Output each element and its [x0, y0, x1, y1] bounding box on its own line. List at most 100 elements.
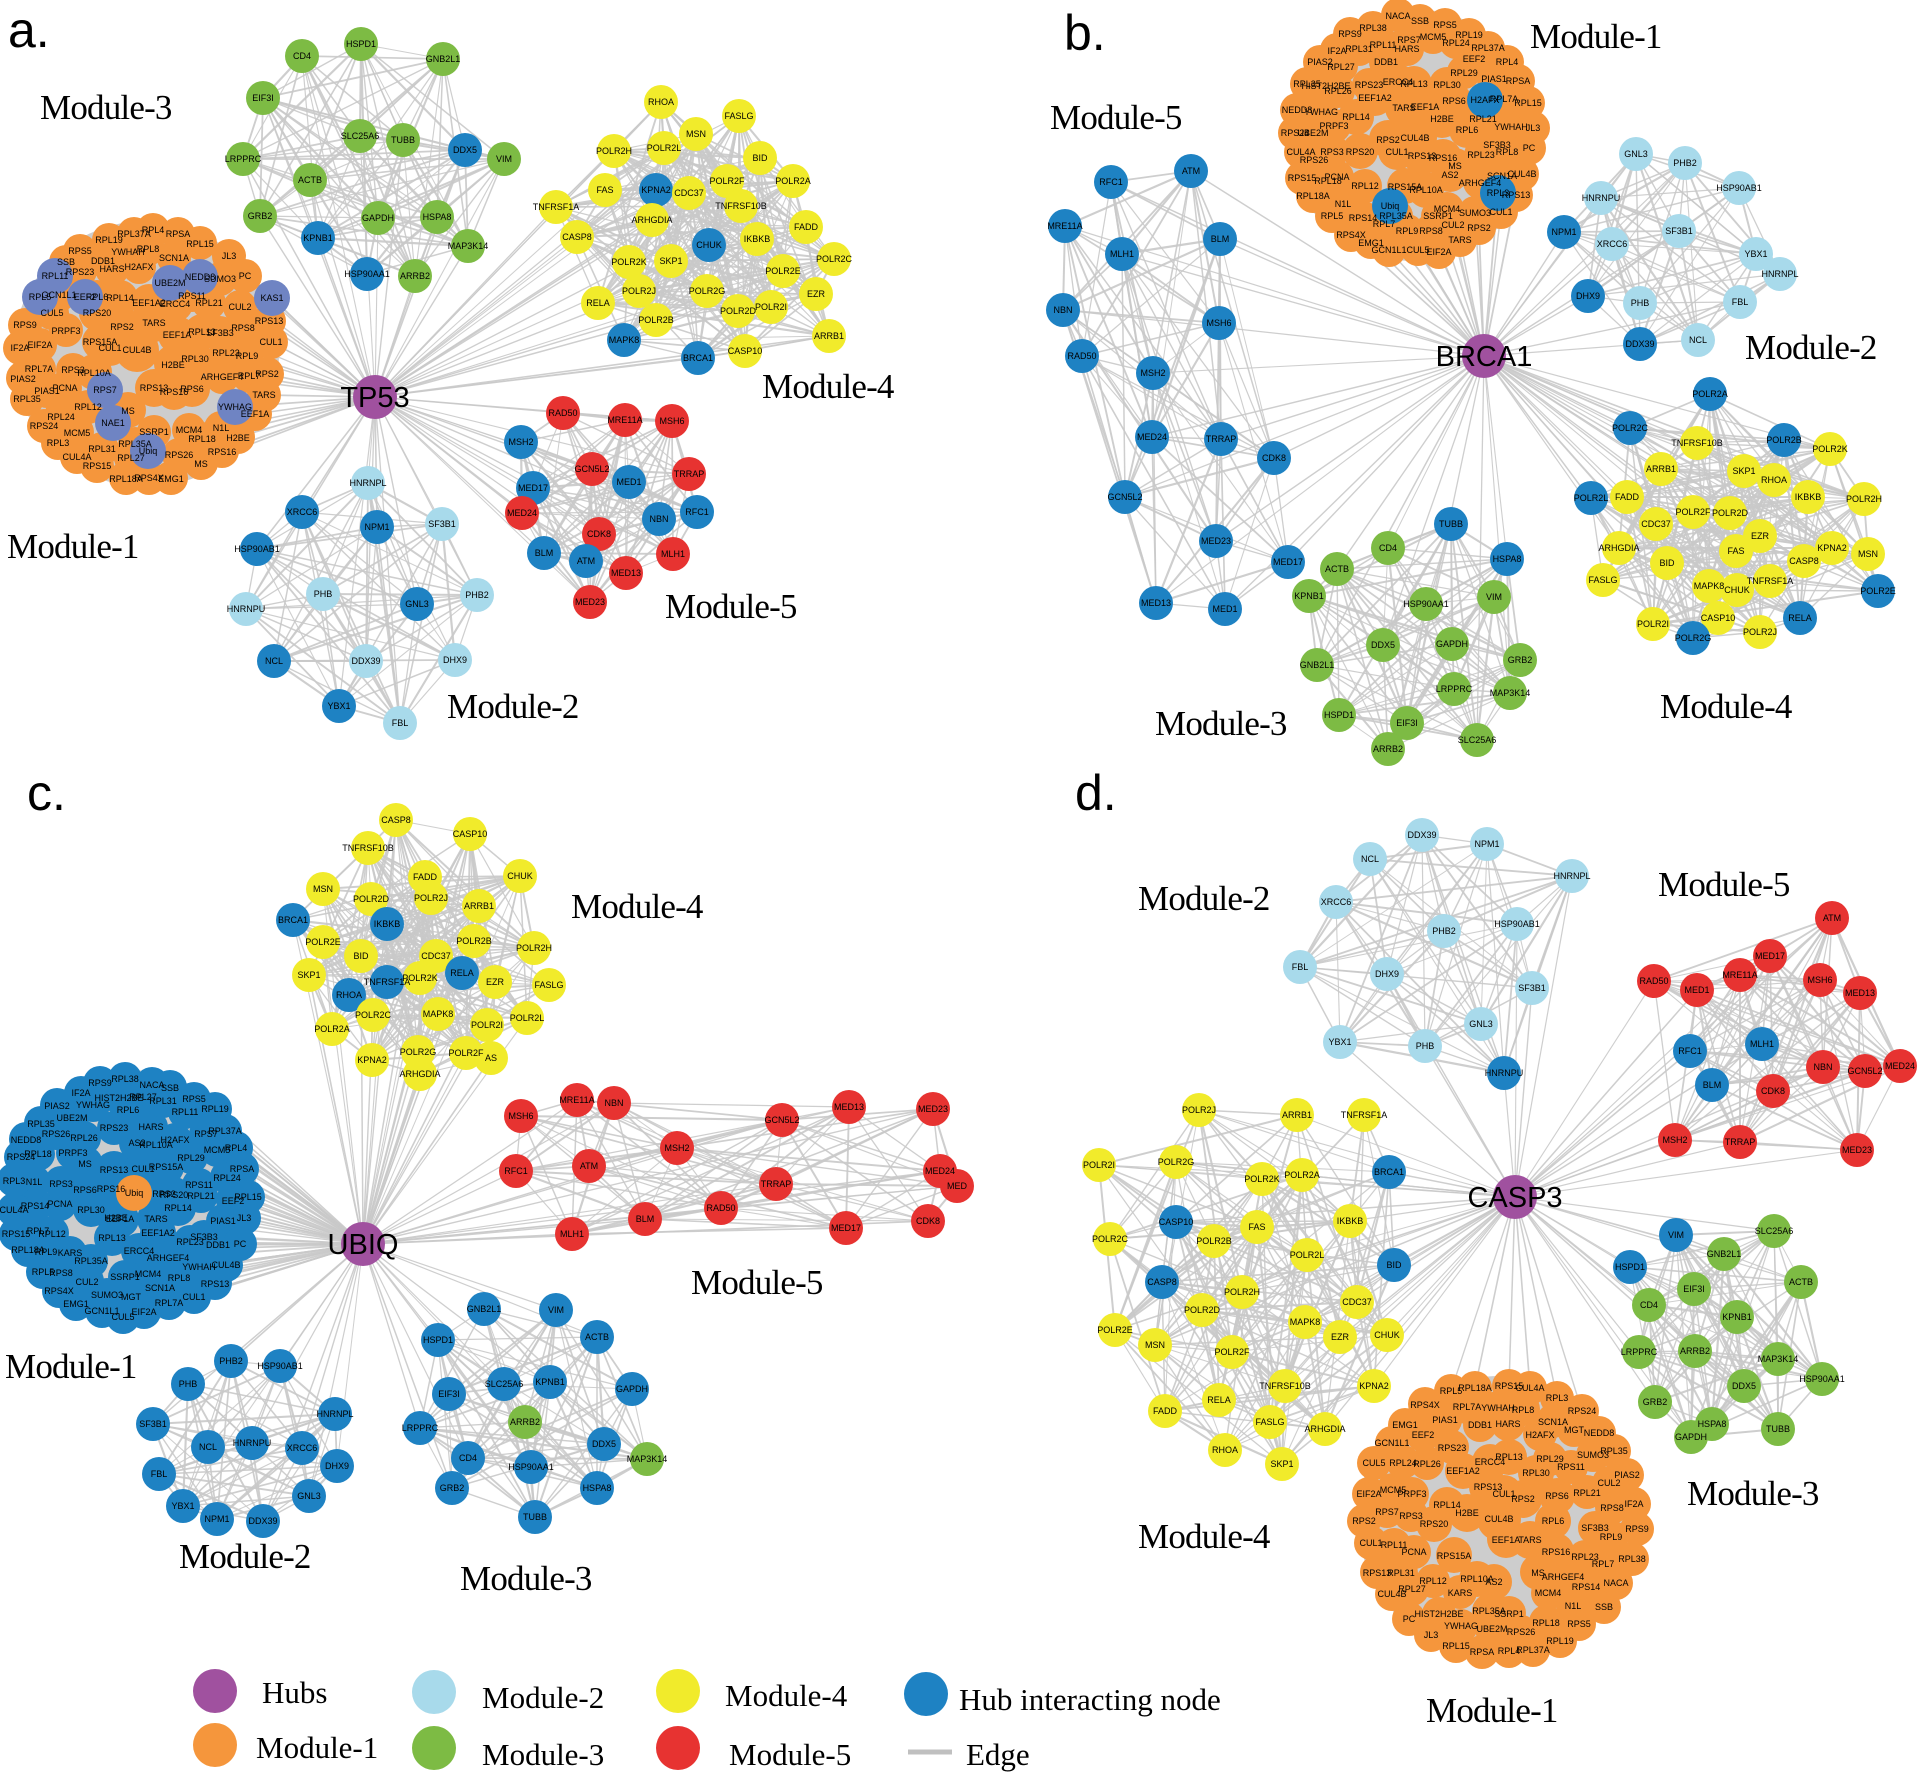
svg-text:RPL27: RPL27: [129, 1092, 157, 1102]
svg-text:EEF1A: EEF1A: [241, 409, 270, 419]
svg-text:RPL29: RPL29: [1450, 68, 1478, 78]
svg-text:RPL13: RPL13: [1495, 1452, 1523, 1462]
svg-text:ARRB2: ARRB2: [1680, 1346, 1710, 1356]
svg-text:CDC37: CDC37: [1342, 1297, 1372, 1307]
svg-text:DDX39: DDX39: [351, 656, 380, 666]
svg-text:CUL1: CUL1: [1489, 207, 1512, 217]
svg-text:RPS15A: RPS15A: [83, 337, 118, 347]
svg-text:CUL4A: CUL4A: [0, 1205, 29, 1215]
svg-text:POLR2H: POLR2H: [516, 943, 552, 953]
svg-text:RPL11: RPL11: [1370, 40, 1397, 50]
svg-text:FAS: FAS: [1727, 546, 1744, 556]
svg-text:JL3: JL3: [237, 1213, 252, 1223]
svg-text:Module-1: Module-1: [7, 527, 139, 566]
svg-text:FADD: FADD: [413, 872, 438, 882]
svg-text:DDB1: DDB1: [91, 256, 115, 266]
svg-text:BID: BID: [1386, 1260, 1402, 1270]
svg-text:CASP8: CASP8: [1789, 556, 1819, 566]
svg-text:SKP1: SKP1: [1270, 1459, 1293, 1469]
svg-text:RPS5: RPS5: [1567, 1619, 1591, 1629]
svg-text:GCN1L1: GCN1L1: [1371, 245, 1406, 255]
svg-text:BID: BID: [752, 153, 768, 163]
svg-text:RPL6: RPL6: [117, 1105, 140, 1115]
svg-text:HNRNPU: HNRNPU: [1582, 193, 1621, 203]
svg-text:PHB2: PHB2: [219, 1356, 243, 1366]
svg-text:RPS14: RPS14: [1349, 213, 1378, 223]
svg-text:RPL18: RPL18: [188, 434, 216, 444]
svg-text:Hub interacting node: Hub interacting node: [959, 1682, 1221, 1717]
svg-text:RPL27: RPL27: [1398, 1584, 1426, 1594]
svg-text:RPL7: RPL7: [27, 1226, 50, 1236]
svg-text:DDX39: DDX39: [1625, 339, 1654, 349]
svg-text:CUL4B: CUL4B: [1377, 1589, 1406, 1599]
svg-text:H2AFX: H2AFX: [1470, 95, 1499, 105]
svg-text:SSB: SSB: [1595, 1602, 1613, 1612]
svg-text:MED23: MED23: [1842, 1145, 1872, 1155]
svg-text:MED13: MED13: [1141, 598, 1171, 608]
svg-text:GRB2: GRB2: [1643, 1397, 1668, 1407]
svg-text:DDB1: DDB1: [206, 1240, 230, 1250]
svg-text:HSPD1: HSPD1: [1615, 1262, 1645, 1272]
svg-text:SF3B1: SF3B1: [1665, 226, 1693, 236]
svg-text:LRPPRC: LRPPRC: [1436, 684, 1473, 694]
svg-text:GAPDH: GAPDH: [1675, 1432, 1707, 1442]
svg-text:NACA: NACA: [139, 1080, 164, 1090]
svg-text:RPL23: RPL23: [212, 348, 240, 358]
svg-text:POLR2G: POLR2G: [1158, 1157, 1195, 1167]
svg-text:RPS11: RPS11: [1557, 1462, 1585, 1472]
svg-text:ARRB2: ARRB2: [1373, 744, 1403, 754]
svg-text:RPL10A: RPL10A: [1460, 1574, 1494, 1584]
svg-text:SF3B1: SF3B1: [139, 1419, 167, 1429]
svg-text:HSPA8: HSPA8: [423, 212, 452, 222]
svg-text:CUL5: CUL5: [1406, 245, 1429, 255]
svg-text:GCN5L2: GCN5L2: [1107, 492, 1142, 502]
svg-text:ERCC4: ERCC4: [160, 299, 191, 309]
svg-text:NEDD8: NEDD8: [185, 272, 216, 282]
svg-text:CUL1: CUL1: [98, 343, 121, 353]
svg-text:GCN5L2: GCN5L2: [1847, 1066, 1882, 1076]
svg-text:CDC37: CDC37: [674, 188, 704, 198]
svg-text:TRRAP: TRRAP: [1206, 434, 1237, 444]
svg-text:POLR2E: POLR2E: [1860, 586, 1896, 596]
svg-text:CD4: CD4: [293, 51, 311, 61]
svg-text:TNFRSF1A: TNFRSF1A: [1747, 576, 1794, 586]
svg-text:POLR2F: POLR2F: [709, 176, 745, 186]
svg-text:Module-1: Module-1: [1530, 17, 1662, 56]
svg-text:EIF2A: EIF2A: [1426, 247, 1451, 257]
svg-text:DDX39: DDX39: [248, 1516, 277, 1526]
svg-text:MED13: MED13: [834, 1102, 864, 1112]
svg-text:PHB: PHB: [1631, 298, 1650, 308]
svg-text:Edge: Edge: [966, 1737, 1030, 1772]
svg-text:CUL2: CUL2: [75, 1277, 98, 1287]
svg-text:HNRNPL: HNRNPL: [349, 478, 386, 488]
svg-text:PHB: PHB: [1416, 1041, 1435, 1051]
svg-text:CHUK: CHUK: [1724, 585, 1750, 595]
svg-text:MSN: MSN: [686, 129, 706, 139]
svg-text:CASP8: CASP8: [562, 232, 592, 242]
svg-text:RPS5: RPS5: [68, 246, 92, 256]
svg-text:POLR2C: POLR2C: [355, 1010, 392, 1020]
svg-text:FBL: FBL: [1292, 962, 1309, 972]
svg-text:SCN1A: SCN1A: [159, 253, 189, 263]
svg-text:CUL1: CUL1: [1492, 1489, 1515, 1499]
svg-text:MAPK8: MAPK8: [423, 1009, 454, 1019]
svg-text:RELA: RELA: [1207, 1395, 1231, 1405]
svg-text:N1L: N1L: [1565, 1601, 1582, 1611]
svg-text:FADD: FADD: [794, 222, 819, 232]
svg-text:CUL1: CUL1: [131, 1164, 154, 1174]
svg-text:CDK8: CDK8: [1761, 1086, 1785, 1096]
svg-text:NPM1: NPM1: [1551, 227, 1576, 237]
svg-text:CDK8: CDK8: [1262, 453, 1286, 463]
svg-text:Ubiq: Ubiq: [1381, 201, 1400, 211]
svg-text:RPL5: RPL5: [1321, 211, 1344, 221]
svg-text:RPS6: RPS6: [180, 384, 204, 394]
svg-text:RPL7A: RPL7A: [155, 1298, 184, 1308]
svg-text:HIST2H2BE: HIST2H2BE: [94, 1093, 143, 1103]
svg-text:EZR: EZR: [1751, 531, 1770, 541]
svg-text:IKBKB: IKBKB: [1795, 492, 1822, 502]
svg-text:FADD: FADD: [1153, 1406, 1178, 1416]
svg-text:RPS4X: RPS4X: [1336, 230, 1366, 240]
svg-text:ATM: ATM: [580, 1161, 598, 1171]
svg-text:XRCC6: XRCC6: [1597, 239, 1628, 249]
svg-text:MCM4: MCM4: [135, 1269, 162, 1279]
